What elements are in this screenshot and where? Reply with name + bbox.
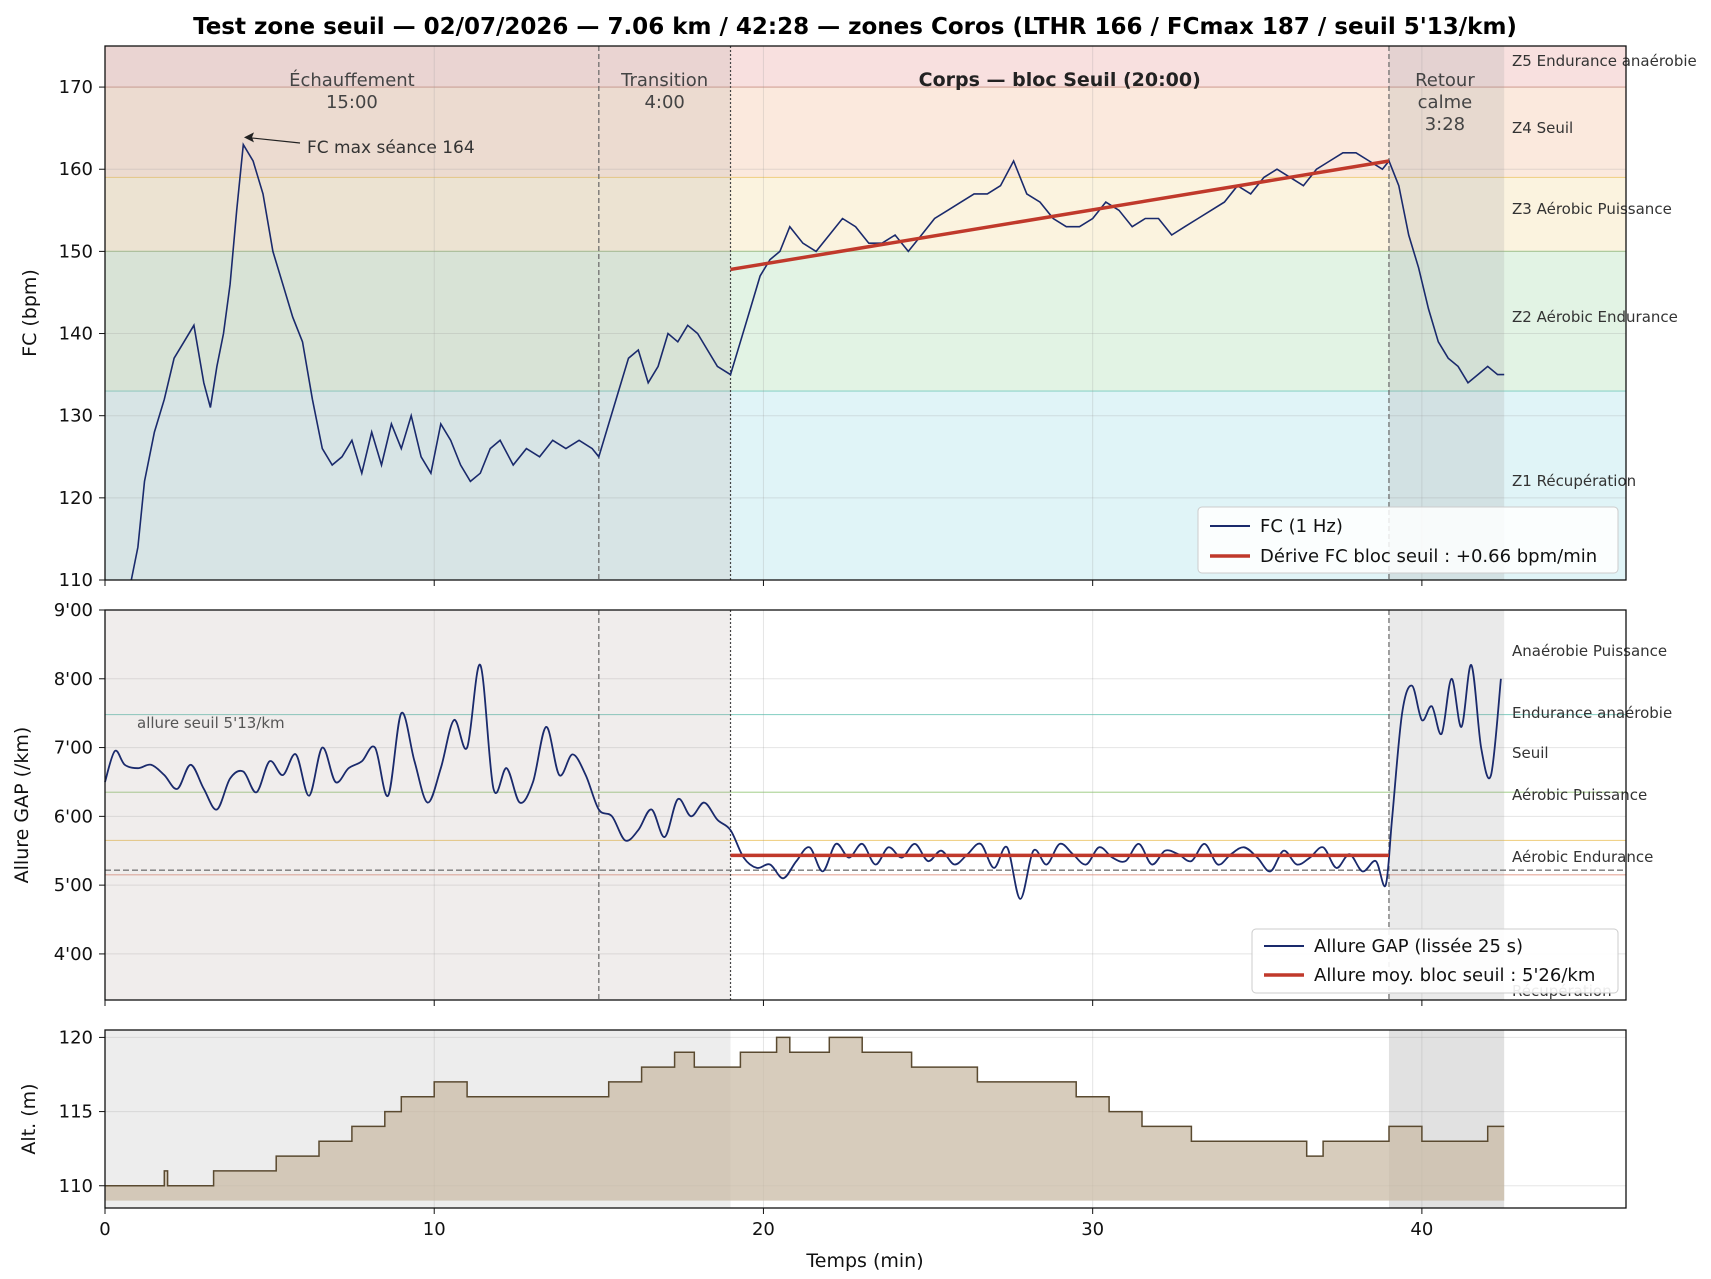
- fc-zone-label: Z1 Récupération: [1512, 472, 1636, 490]
- allure-ytick-label: 8'00: [54, 669, 93, 690]
- chart-title: Test zone seuil — 02/07/2026 — 7.06 km /…: [193, 14, 1517, 40]
- allure-axes-frame: [104, 609, 1627, 1001]
- allure-legend: Allure GAP (lissée 25 s) Allure moy. bloc…: [1251, 928, 1619, 994]
- phase-body-name: Corps — bloc Seuil (20:00): [919, 69, 1201, 91]
- fc-drift-trend-line: [730, 159, 1390, 272]
- phase-cooldown-name2: calme: [1418, 92, 1473, 113]
- fc-zone-label: Z4 Seuil: [1512, 119, 1573, 137]
- allure-zone-label: Aérobic Endurance: [1512, 848, 1653, 866]
- fc-ytick-label: 130: [59, 406, 93, 427]
- fc-zone-label: Z2 Aérobic Endurance: [1512, 308, 1678, 326]
- fc-max-annotation: FC max séance 164: [307, 138, 475, 158]
- alt-ytick-label: 115: [59, 1102, 93, 1123]
- allure-labels: 4'00 5'00 6'00 7'00 8'00 9'00 Allure GAP (/km)…: [11, 600, 1672, 1000]
- alt-panel: 110 115 120 Alt. (m) 0 10 20 30 40: [18, 580, 1627, 1240]
- fc-zone-label: Z5 Endurance anaérobie: [1512, 52, 1697, 70]
- fc-series: [130, 142, 1505, 581]
- phase-transition-name: Transition: [620, 70, 708, 91]
- allure-series: [104, 664, 1502, 900]
- alt-series: [105, 1036, 1505, 1201]
- allure-zone-label: Seuil: [1512, 744, 1549, 762]
- fc-axes-frame: [104, 45, 1627, 581]
- phase-cooldown-name: Retour: [1415, 70, 1475, 91]
- alt-line: [105, 1036, 1505, 1187]
- alt-labels: 110 115 120 Alt. (m) 0 10 20 30 40: [18, 580, 1433, 1240]
- alt-area: [105, 1037, 1505, 1201]
- phase-warmup-name: Échauffement: [289, 69, 415, 91]
- phase-warmup-duration: 15:00: [326, 92, 378, 113]
- allure-panel: 4'00 5'00 6'00 7'00 8'00 9'00 Allure GAP (/km)…: [11, 600, 1672, 1001]
- x-tick-label: 20: [752, 1219, 775, 1240]
- fc-zone-label: Z3 Aérobic Puissance: [1512, 200, 1672, 218]
- fc-line: [130, 142, 1505, 581]
- allure-ytick-label: 6'00: [54, 806, 93, 827]
- fc-labels: 110 120 130 140 150 160 170 FC (bpm) Z1 Récupéra…: [19, 52, 1697, 591]
- phase-cooldown-duration: 3:28: [1425, 114, 1465, 135]
- fc-panel: 110 120 130 140 150 160 170 FC (bpm) Z1 Récupéra…: [19, 45, 1697, 591]
- allure-ytick-label: 4'00: [54, 944, 93, 965]
- allure-zone-label: Endurance anaérobie: [1512, 704, 1672, 722]
- allure-threshold-label: allure seuil 5'13/km: [137, 714, 285, 732]
- fc-cooldown-shade: [1388, 46, 1505, 580]
- fc-warmup-shade: [105, 46, 731, 580]
- x-axis-label: Temps (min): [805, 1250, 923, 1272]
- fc-max-arrowhead: [243, 132, 254, 143]
- allure-ytick-label: 9'00: [54, 600, 93, 621]
- fc-zone-band: [105, 251, 1626, 392]
- fc-legend-hr: FC (1 Hz): [1260, 516, 1343, 537]
- fc-ytick-label: 140: [59, 324, 93, 345]
- allure-zone-bands: [105, 713, 1626, 876]
- fc-ytick-label: 170: [59, 77, 93, 98]
- fc-max-arrow: [245, 136, 301, 144]
- allure-zone-label: Aérobic Puissance: [1512, 786, 1647, 804]
- fc-phase-shading: [105, 46, 1505, 580]
- allure-ytick-label: 7'00: [54, 738, 93, 759]
- x-tick-label: 30: [1081, 1219, 1104, 1240]
- fc-legend-box: [1197, 506, 1619, 574]
- fc-ytick-label: 110: [59, 570, 93, 591]
- allure-legend-pace: Allure GAP (lissée 25 s): [1314, 936, 1523, 957]
- allure-warmup-shade: [105, 610, 731, 1000]
- x-tick-label: 10: [423, 1219, 446, 1240]
- fc-legend: FC (1 Hz) Dérive FC bloc seuil : +0.66 bp…: [1197, 506, 1619, 574]
- x-tick-label: 0: [99, 1219, 110, 1240]
- phase-transition-duration: 4:00: [644, 92, 684, 113]
- fc-ytick-label: 160: [59, 159, 93, 180]
- allure-legend-box: [1251, 928, 1619, 994]
- allure-ylabel: Allure GAP (/km): [11, 727, 33, 884]
- alt-axes-frame: [104, 1029, 1627, 1209]
- fc-zone-band: [105, 46, 1626, 88]
- allure-ytick-label: 5'00: [54, 875, 93, 896]
- fc-ytick-label: 120: [59, 488, 93, 509]
- alt-ytick-label: 120: [59, 1027, 93, 1048]
- allure-legend-mean: Allure moy. bloc seuil : 5'26/km: [1314, 965, 1595, 986]
- fc-ytick-label: 150: [59, 241, 93, 262]
- allure-zone-label: Anaérobie Puissance: [1512, 642, 1667, 660]
- fc-legend-trend: Dérive FC bloc seuil : +0.66 bpm/min: [1260, 546, 1597, 567]
- alt-ylabel: Alt. (m): [18, 1083, 40, 1154]
- allure-phase-shading: [105, 610, 1505, 1000]
- x-tick-label: 40: [1410, 1219, 1433, 1240]
- alt-ytick-label: 110: [59, 1176, 93, 1197]
- fc-ylabel: FC (bpm): [19, 269, 41, 357]
